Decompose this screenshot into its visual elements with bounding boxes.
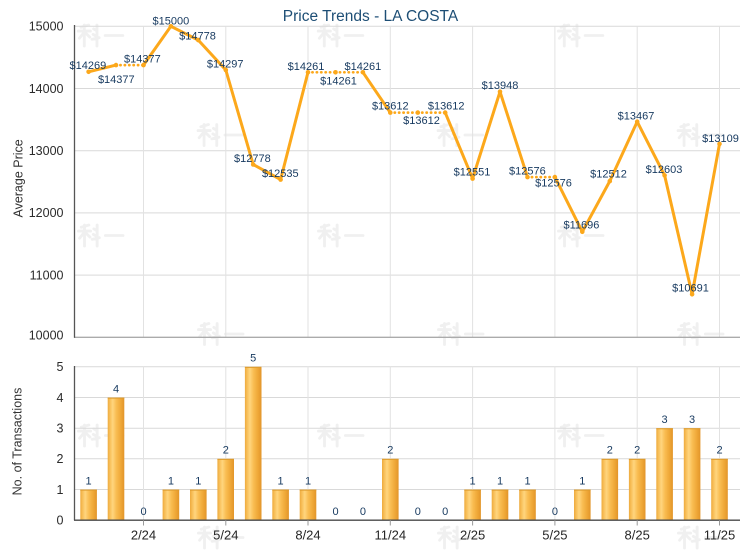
svg-text:$10691: $10691	[672, 282, 709, 294]
svg-text:$14261: $14261	[320, 76, 357, 88]
svg-text:1: 1	[278, 475, 284, 487]
svg-text:1: 1	[195, 475, 201, 487]
svg-text:$11696: $11696	[563, 220, 599, 232]
svg-text:14000: 14000	[29, 82, 64, 96]
svg-text:0: 0	[360, 506, 366, 518]
svg-text:$13612: $13612	[403, 115, 440, 127]
svg-text:5/24: 5/24	[213, 527, 238, 542]
svg-text:$14377: $14377	[124, 53, 161, 65]
svg-text:$12551: $12551	[454, 166, 491, 178]
svg-text:2: 2	[223, 445, 229, 457]
svg-text:1: 1	[57, 483, 64, 497]
svg-text:Price Trends - LA COSTA: Price Trends - LA COSTA	[283, 8, 459, 25]
svg-text:4: 4	[57, 391, 64, 405]
svg-text:3: 3	[57, 422, 64, 436]
svg-text:15000: 15000	[29, 20, 64, 34]
svg-text:$13612: $13612	[372, 101, 409, 113]
svg-text:$15000: $15000	[153, 16, 190, 28]
svg-text:0: 0	[332, 506, 338, 518]
svg-text:$12512: $12512	[590, 169, 627, 181]
svg-text:$13612: $13612	[428, 101, 465, 113]
svg-text:2/25: 2/25	[460, 527, 485, 542]
svg-text:1: 1	[497, 475, 503, 487]
svg-text:2: 2	[387, 445, 393, 457]
svg-text:$14297: $14297	[207, 58, 244, 70]
svg-text:1: 1	[579, 475, 585, 487]
svg-text:$14261: $14261	[288, 61, 325, 73]
svg-text:3: 3	[689, 414, 695, 426]
svg-text:2: 2	[634, 445, 640, 457]
svg-text:1: 1	[168, 475, 174, 487]
svg-text:$12576: $12576	[509, 165, 546, 177]
svg-text:$13467: $13467	[618, 111, 655, 123]
svg-text:11/24: 11/24	[375, 527, 407, 542]
svg-text:2/24: 2/24	[131, 527, 156, 542]
svg-text:11/25: 11/25	[704, 527, 736, 542]
svg-text:10000: 10000	[29, 328, 64, 342]
svg-text:$12603: $12603	[646, 164, 683, 176]
svg-text:2: 2	[607, 445, 613, 457]
svg-text:1: 1	[86, 475, 92, 487]
svg-text:11000: 11000	[30, 268, 64, 282]
svg-text:5/25: 5/25	[542, 527, 567, 542]
svg-text:$14778: $14778	[179, 30, 216, 42]
svg-text:No. of Transactions: No. of Transactions	[11, 388, 25, 496]
svg-text:$12778: $12778	[234, 153, 271, 165]
svg-text:1: 1	[524, 475, 530, 487]
svg-text:$13948: $13948	[482, 80, 519, 92]
svg-text:13000: 13000	[29, 144, 64, 158]
svg-text:Average Price: Average Price	[12, 139, 26, 217]
svg-text:$14269: $14269	[70, 60, 107, 72]
svg-text:$14261: $14261	[345, 61, 382, 73]
svg-text:2: 2	[716, 445, 722, 457]
svg-text:0: 0	[442, 506, 448, 518]
svg-text:4: 4	[113, 383, 119, 395]
svg-text:0: 0	[415, 506, 421, 518]
svg-text:0: 0	[552, 506, 558, 518]
svg-text:$14377: $14377	[98, 74, 135, 86]
svg-text:$12535: $12535	[262, 168, 299, 180]
svg-text:3: 3	[662, 414, 668, 426]
svg-text:5: 5	[57, 360, 64, 374]
svg-text:$13109: $13109	[702, 133, 739, 145]
svg-text:0: 0	[57, 514, 64, 528]
svg-text:8/24: 8/24	[295, 527, 320, 542]
svg-text:$12576: $12576	[535, 178, 572, 190]
svg-text:1: 1	[470, 475, 476, 487]
svg-text:1: 1	[305, 475, 311, 487]
svg-text:5: 5	[250, 353, 256, 365]
svg-text:8/25: 8/25	[625, 527, 650, 542]
svg-text:2: 2	[57, 452, 64, 466]
svg-text:0: 0	[140, 506, 146, 518]
svg-text:12000: 12000	[29, 206, 64, 220]
